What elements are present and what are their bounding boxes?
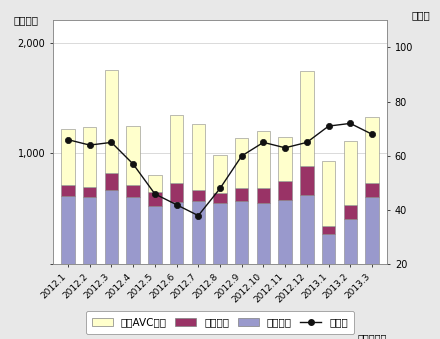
- Bar: [105, 70, 118, 173]
- Bar: [365, 197, 379, 264]
- Bar: [61, 185, 75, 196]
- Legend: カーAVC機器, 音声機器, 映像機器, 前年比: カーAVC機器, 音声機器, 映像機器, 前年比: [85, 311, 355, 334]
- Bar: [344, 205, 357, 219]
- Bar: [170, 202, 183, 264]
- Bar: [126, 126, 140, 185]
- Bar: [322, 161, 335, 226]
- Bar: [83, 197, 96, 264]
- Bar: [365, 183, 379, 197]
- Bar: [344, 141, 357, 205]
- Text: （年・月）: （年・月）: [358, 333, 387, 339]
- Bar: [300, 166, 314, 195]
- Bar: [148, 206, 161, 264]
- Bar: [344, 219, 357, 264]
- Bar: [257, 131, 270, 188]
- Y-axis label: （％）: （％）: [411, 11, 430, 21]
- Bar: [105, 173, 118, 190]
- Bar: [83, 127, 96, 187]
- Bar: [148, 175, 161, 192]
- Bar: [235, 201, 249, 264]
- Bar: [191, 201, 205, 264]
- Bar: [279, 137, 292, 181]
- Bar: [279, 181, 292, 200]
- Bar: [191, 190, 205, 201]
- Bar: [213, 193, 227, 203]
- Bar: [213, 155, 227, 193]
- Bar: [126, 197, 140, 264]
- Bar: [213, 203, 227, 264]
- Y-axis label: （億円）: （億円）: [14, 16, 39, 25]
- Bar: [235, 188, 249, 201]
- Bar: [191, 124, 205, 190]
- Bar: [300, 195, 314, 264]
- Bar: [365, 117, 379, 183]
- Bar: [170, 115, 183, 183]
- Bar: [322, 226, 335, 235]
- Bar: [105, 190, 118, 264]
- Bar: [235, 139, 249, 188]
- Bar: [257, 188, 270, 203]
- Bar: [170, 183, 183, 202]
- Bar: [61, 128, 75, 185]
- Bar: [61, 196, 75, 264]
- Bar: [126, 185, 140, 197]
- Bar: [148, 192, 161, 206]
- Bar: [279, 200, 292, 264]
- Bar: [83, 187, 96, 197]
- Bar: [300, 71, 314, 166]
- Bar: [322, 235, 335, 264]
- Bar: [257, 203, 270, 264]
